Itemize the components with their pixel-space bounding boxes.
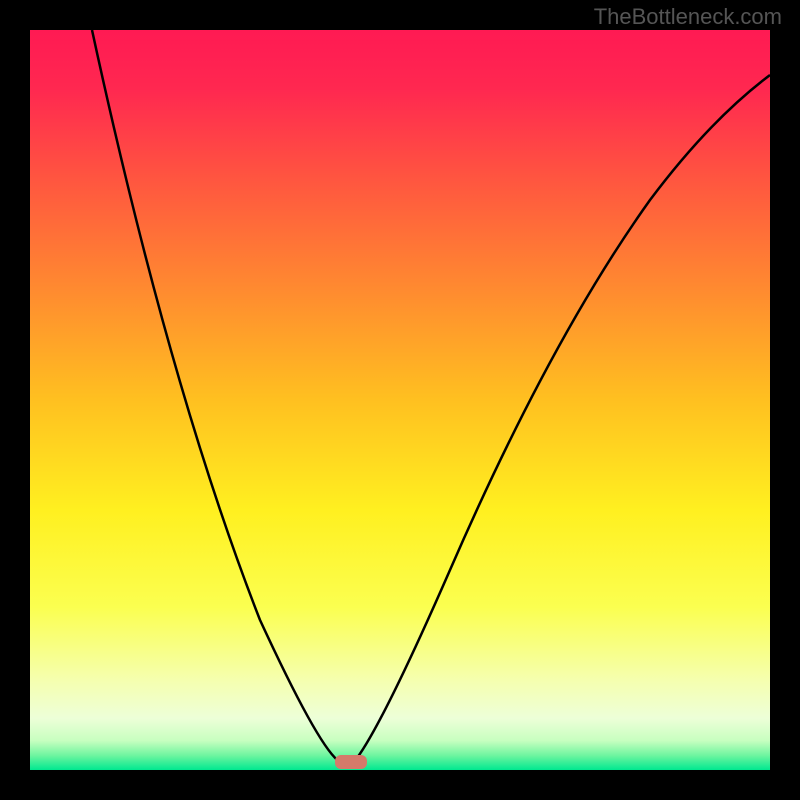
watermark-text: TheBottleneck.com (594, 4, 782, 30)
chart-area (30, 30, 770, 770)
curve-path (92, 30, 770, 762)
bottleneck-curve (30, 30, 770, 770)
optimal-point-marker (335, 755, 367, 769)
